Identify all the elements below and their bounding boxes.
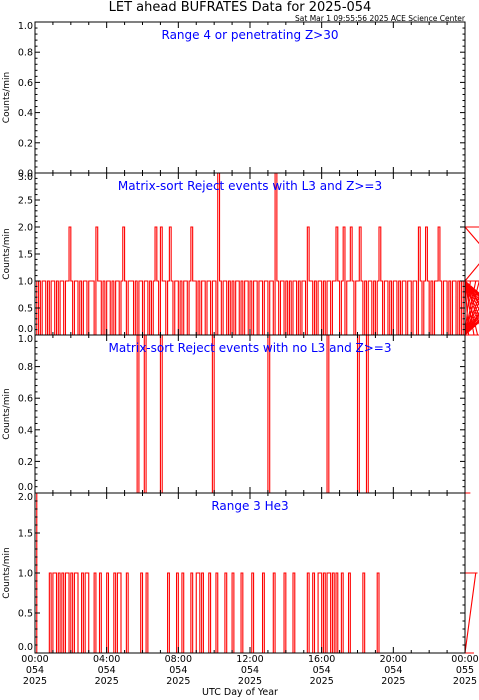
y-tick-label-1-0: 0.0 <box>18 169 33 180</box>
y-tick-label-2-2: 1.0 <box>18 277 33 288</box>
panel-frame-1 <box>34 21 466 174</box>
panel-title-4: Range 3 He3 <box>211 499 288 513</box>
y-tick-label-3-2: 0.4 <box>18 425 33 436</box>
x-tick-label-year: 2025 <box>381 676 405 687</box>
series-line-4 <box>35 492 478 654</box>
y-tick-label-2-1: 0.5 <box>18 304 33 315</box>
panel-4: 0.0 0.5 1.0 1.5 2.0 Counts/min Range 3 He3 <box>2 492 478 654</box>
x-tick-label-year: 2025 <box>95 676 119 687</box>
x-tick-label-time: 12:00 <box>236 654 263 665</box>
y-tick-label-4-0: 0.0 <box>18 642 33 653</box>
y-tick-label-1-3: 0.6 <box>18 78 33 89</box>
x-tick-label-year: 2025 <box>238 676 262 687</box>
y-tick-label-4-2: 1.0 <box>18 569 33 580</box>
y-tick-label-3-4: 0.8 <box>18 362 33 373</box>
y-tick-label-1-2: 0.4 <box>18 108 33 119</box>
x-tick-label-doy: 054 <box>26 665 44 676</box>
y-axis-label-4: Counts/min <box>2 547 12 598</box>
panel-2: 0.0 0.5 1.0 1.5 2.0 2.5 3.0 Counts/min Matrix-so… <box>2 172 479 336</box>
y-tick-label-2-6: 3.0 <box>18 172 33 183</box>
y-tick-label-4-4: 2.0 <box>18 492 33 503</box>
x-tick-label-doy: 054 <box>384 665 402 676</box>
y-tick-label-1-4: 0.8 <box>18 48 33 59</box>
x-axis: 00:00054202504:00054202508:00054202512:0… <box>21 654 478 687</box>
series-line-2 <box>35 172 479 336</box>
x-tick-label-time: 16:00 <box>308 654 335 665</box>
y-tick-label-3-1: 0.2 <box>18 457 33 468</box>
y-axis-label-1: Counts/min <box>2 72 12 123</box>
y-axis-label-3: Counts/min <box>2 388 12 439</box>
y-tick-label-3-5: 1.0 <box>18 334 33 345</box>
y-tick-label-4-1: 0.5 <box>18 609 33 620</box>
x-tick-label-year: 2025 <box>310 676 334 687</box>
panel-title-2: Matrix-sort Reject events with L3 and Z>… <box>118 179 382 193</box>
y-axis-label-2: Counts/min <box>2 228 12 279</box>
x-tick-label-doy: 054 <box>98 665 116 676</box>
panel-frame-3 <box>34 334 466 494</box>
y-tick-label-3-3: 0.6 <box>18 394 33 405</box>
series-line-3 <box>35 334 471 494</box>
panel-title-1: Range 4 or penetrating Z>30 <box>162 28 339 42</box>
x-tick-label-year: 2025 <box>166 676 190 687</box>
x-tick-label-year: 2025 <box>23 676 47 687</box>
y-tick-label-4-3: 1.5 <box>18 529 33 540</box>
chart-title: LET ahead BUFRATES Data for 2025-054 <box>109 0 372 15</box>
y-tick-label-1-1: 0.2 <box>18 138 33 149</box>
x-tick-label-doy: 054 <box>313 665 331 676</box>
x-tick-label-year: 2025 <box>453 676 477 687</box>
x-tick-label-doy: 055 <box>456 665 474 676</box>
timestamp: Sat Mar 1 09:55:56 2025 ACE Science Cent… <box>295 14 466 23</box>
panel-1: 0.0 0.2 0.4 0.6 0.8 1.0 Counts/min Range 4 or p… <box>2 21 466 180</box>
panel-3: 0.0 0.2 0.4 0.6 0.8 1.0 Counts/min Matrix-sort … <box>2 334 471 494</box>
x-tick-label-time: 04:00 <box>93 654 120 665</box>
panels: 0.0 0.2 0.4 0.6 0.8 1.0 Counts/min Range 4 or p… <box>2 21 479 654</box>
x-tick-label-time: 00:00 <box>21 654 48 665</box>
panel-title-3: Matrix-sort Reject events with no L3 and… <box>109 341 392 355</box>
y-tick-label-1-5: 1.0 <box>18 21 33 32</box>
x-tick-label-doy: 054 <box>241 665 259 676</box>
x-tick-label-time: 08:00 <box>165 654 192 665</box>
y-tick-label-3-0: 0.0 <box>18 482 33 493</box>
x-axis-label: UTC Day of Year <box>202 687 278 698</box>
y-tick-label-2-3: 1.5 <box>18 250 33 261</box>
x-tick-label-time: 00:00 <box>451 654 478 665</box>
y-tick-label-2-5: 2.5 <box>18 196 33 207</box>
y-tick-label-2-4: 2.0 <box>18 223 33 234</box>
x-tick-label-doy: 054 <box>169 665 187 676</box>
x-tick-label-time: 20:00 <box>380 654 407 665</box>
y-tick-label-2-0: 0.0 <box>18 324 33 335</box>
